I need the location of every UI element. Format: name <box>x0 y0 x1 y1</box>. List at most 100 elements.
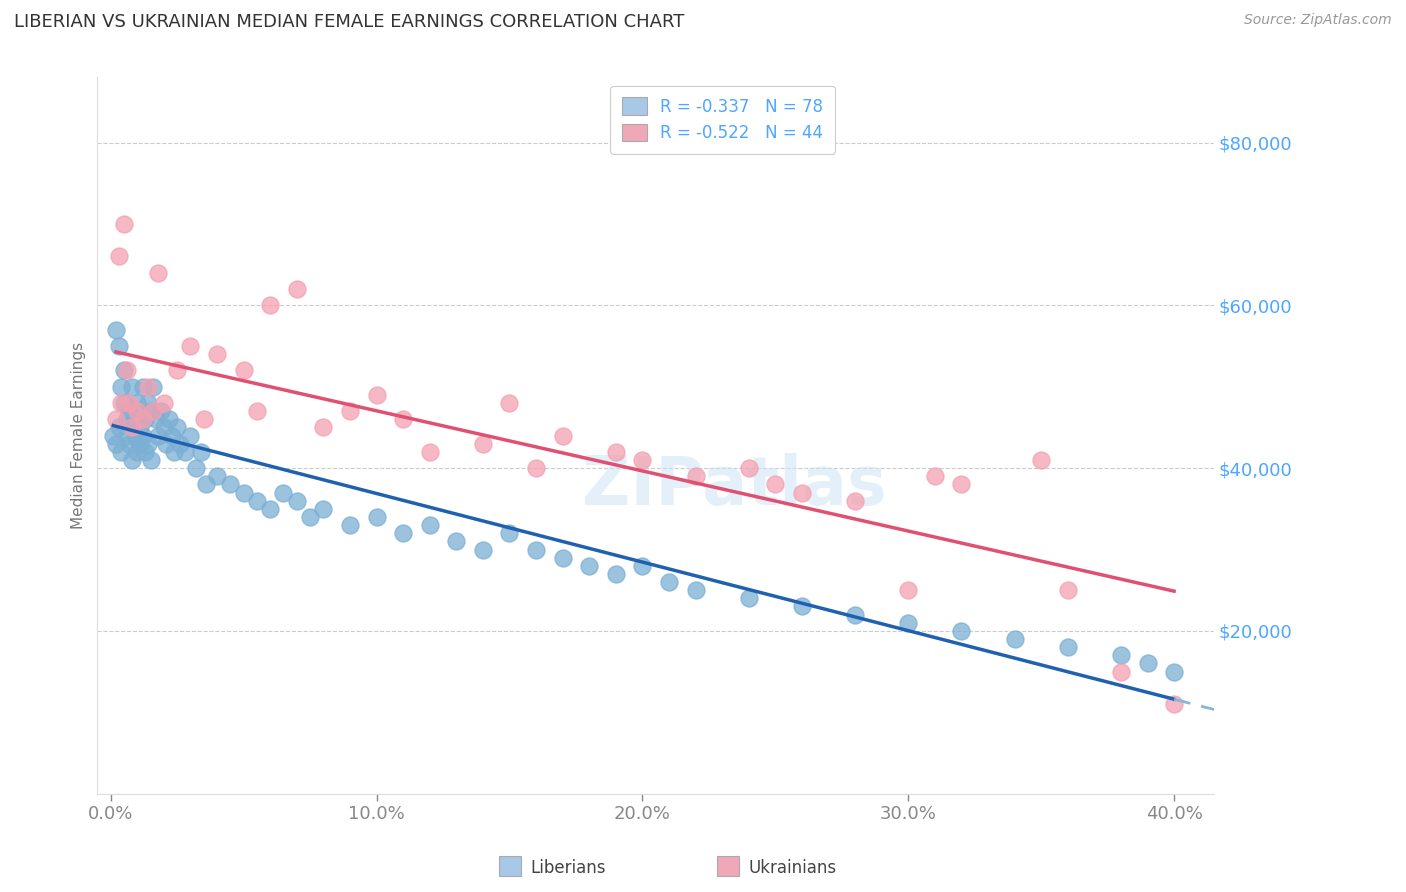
Point <box>107 250 129 264</box>
Point <box>605 566 627 581</box>
Point <box>366 388 388 402</box>
Point <box>790 485 813 500</box>
Point <box>142 404 165 418</box>
Point <box>205 347 228 361</box>
Point <box>127 404 149 418</box>
Point <box>246 404 269 418</box>
Point <box>790 599 813 614</box>
Point <box>524 542 547 557</box>
Point <box>631 453 654 467</box>
Point <box>232 363 254 377</box>
Point <box>924 469 946 483</box>
Point <box>498 396 520 410</box>
Point <box>312 501 335 516</box>
Point <box>1056 640 1078 655</box>
Point <box>1004 632 1026 646</box>
Text: Source: ZipAtlas.com: Source: ZipAtlas.com <box>1244 13 1392 28</box>
Point <box>115 363 138 377</box>
Text: Liberians: Liberians <box>530 859 606 877</box>
Point <box>139 404 162 418</box>
Point <box>471 542 494 557</box>
Point <box>578 558 600 573</box>
Point <box>121 380 143 394</box>
Point <box>136 396 159 410</box>
Point <box>1031 453 1053 467</box>
Point <box>605 445 627 459</box>
Point <box>155 436 177 450</box>
Point <box>446 534 468 549</box>
Point <box>118 396 141 410</box>
Point <box>551 550 574 565</box>
Point <box>131 380 153 394</box>
Point <box>471 436 494 450</box>
Point <box>169 436 191 450</box>
Point <box>160 428 183 442</box>
Point <box>107 420 129 434</box>
Point <box>128 436 150 450</box>
Point <box>110 380 132 394</box>
Point <box>1109 648 1132 663</box>
Point <box>259 501 281 516</box>
Point <box>121 420 143 434</box>
Point <box>131 412 153 426</box>
Point <box>124 428 146 442</box>
Point <box>112 217 135 231</box>
Point <box>738 591 761 606</box>
Point <box>844 607 866 622</box>
Point <box>110 445 132 459</box>
Point <box>163 445 186 459</box>
Point <box>112 396 135 410</box>
Point <box>118 404 141 418</box>
Point <box>339 404 361 418</box>
Point <box>285 493 308 508</box>
Point <box>142 380 165 394</box>
Point <box>392 412 415 426</box>
Point <box>104 412 127 426</box>
Point <box>950 624 973 638</box>
Point <box>127 396 149 410</box>
Point <box>136 436 159 450</box>
Point <box>950 477 973 491</box>
Point <box>259 298 281 312</box>
Point <box>110 396 132 410</box>
Point <box>139 453 162 467</box>
Point <box>685 583 707 598</box>
Point <box>193 412 215 426</box>
Point <box>1163 697 1185 711</box>
Point <box>179 428 201 442</box>
Point <box>115 412 138 426</box>
Point <box>118 436 141 450</box>
Point <box>273 485 295 500</box>
Point <box>134 412 156 426</box>
Point <box>127 445 149 459</box>
Point <box>1136 657 1159 671</box>
Point <box>112 363 135 377</box>
Text: Ukrainians: Ukrainians <box>748 859 837 877</box>
Point <box>299 510 322 524</box>
Point <box>190 445 212 459</box>
Point <box>166 363 188 377</box>
Text: LIBERIAN VS UKRAINIAN MEDIAN FEMALE EARNINGS CORRELATION CHART: LIBERIAN VS UKRAINIAN MEDIAN FEMALE EARN… <box>14 13 685 31</box>
Text: ZIPatlas: ZIPatlas <box>582 453 886 518</box>
Point <box>1163 665 1185 679</box>
Point <box>844 493 866 508</box>
Point <box>115 428 138 442</box>
Point <box>285 282 308 296</box>
Point <box>392 526 415 541</box>
Point <box>124 412 146 426</box>
Point <box>153 396 176 410</box>
Point <box>219 477 242 491</box>
Point <box>897 583 920 598</box>
Point <box>166 420 188 434</box>
Point <box>145 412 167 426</box>
Point <box>232 485 254 500</box>
Point <box>658 575 681 590</box>
Point <box>195 477 218 491</box>
Point <box>631 558 654 573</box>
Point <box>136 380 159 394</box>
Point <box>1056 583 1078 598</box>
Point <box>179 339 201 353</box>
Point <box>498 526 520 541</box>
Point <box>524 461 547 475</box>
Point <box>148 266 170 280</box>
